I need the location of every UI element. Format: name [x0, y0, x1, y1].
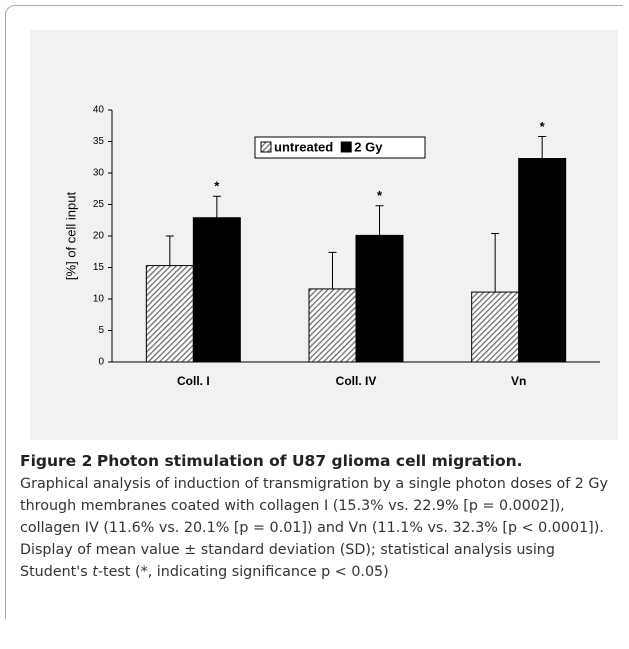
chart: [%] of cell input 0 5 10 15 20 25 30 35 40 Coll. …	[63, 105, 600, 388]
bar	[518, 158, 567, 363]
frame	[5, 5, 623, 619]
bar	[355, 234, 404, 363]
y-tick-label: 35	[93, 136, 105, 147]
caption-title: Photon stimulation of U87 glioma cell mi…	[96, 452, 523, 470]
caption-label: Figure 2	[20, 452, 93, 470]
y-tick-label: 30	[93, 168, 105, 179]
bar	[145, 265, 194, 363]
y-tick-label: 5	[98, 325, 104, 336]
significance-mark: *	[377, 188, 383, 203]
y-axis-label: [%] of cell input	[63, 192, 78, 281]
error-bar	[165, 235, 174, 266]
significance-mark: *	[540, 119, 546, 134]
error-bar	[538, 135, 547, 159]
legend-label: untreated	[274, 139, 333, 154]
significance-mark: *	[214, 179, 220, 194]
legend-swatch	[260, 141, 272, 153]
y-tick-label: 15	[93, 262, 105, 273]
x-tick-label: Coll. I	[177, 374, 210, 388]
caption-text: -test (*, indicating significance p < 0.…	[97, 564, 389, 580]
error-bar	[328, 251, 337, 289]
legend-box	[254, 136, 426, 159]
y-tick-label: 0	[98, 357, 104, 368]
bar	[471, 291, 520, 363]
legend-label: 2 Gy	[354, 139, 383, 154]
error-bar	[375, 205, 384, 236]
error-bar	[212, 195, 221, 218]
y-tick-label: 20	[93, 231, 105, 242]
x-tick-label: Coll. IV	[336, 374, 377, 388]
bar	[308, 288, 357, 363]
caption-text: t	[92, 564, 98, 580]
x-tick-label: Vn	[511, 374, 526, 388]
y-tick-label: 40	[93, 105, 105, 116]
y-tick-label: 25	[93, 199, 105, 210]
caption: Figure 2 Photon stimulation of U87 gliom…	[20, 450, 620, 583]
error-bar	[491, 232, 500, 293]
bar	[192, 217, 241, 363]
y-tick-label: 10	[93, 294, 105, 305]
caption-text: Graphical analysis of induction of trans…	[20, 476, 608, 580]
legend-swatch	[340, 141, 352, 153]
